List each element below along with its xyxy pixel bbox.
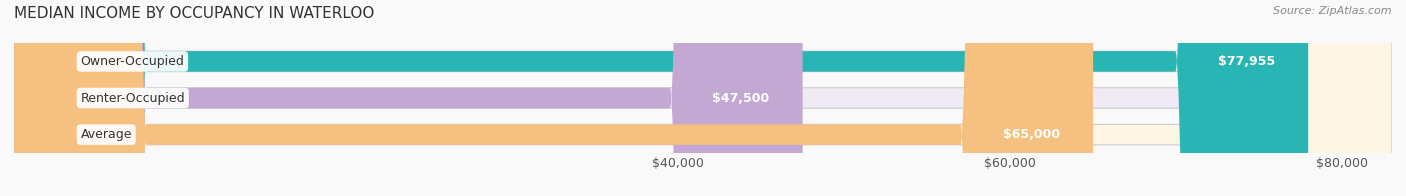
FancyBboxPatch shape: [14, 0, 1092, 196]
FancyBboxPatch shape: [14, 0, 1392, 196]
Text: Average: Average: [80, 128, 132, 141]
Text: $77,955: $77,955: [1218, 55, 1275, 68]
FancyBboxPatch shape: [14, 0, 803, 196]
Text: Renter-Occupied: Renter-Occupied: [80, 92, 186, 104]
FancyBboxPatch shape: [14, 0, 1392, 196]
FancyBboxPatch shape: [14, 0, 1308, 196]
Text: Source: ZipAtlas.com: Source: ZipAtlas.com: [1274, 6, 1392, 16]
Text: $47,500: $47,500: [713, 92, 769, 104]
Text: $65,000: $65,000: [1002, 128, 1060, 141]
FancyBboxPatch shape: [14, 0, 1392, 196]
Text: Owner-Occupied: Owner-Occupied: [80, 55, 184, 68]
Text: MEDIAN INCOME BY OCCUPANCY IN WATERLOO: MEDIAN INCOME BY OCCUPANCY IN WATERLOO: [14, 6, 374, 21]
